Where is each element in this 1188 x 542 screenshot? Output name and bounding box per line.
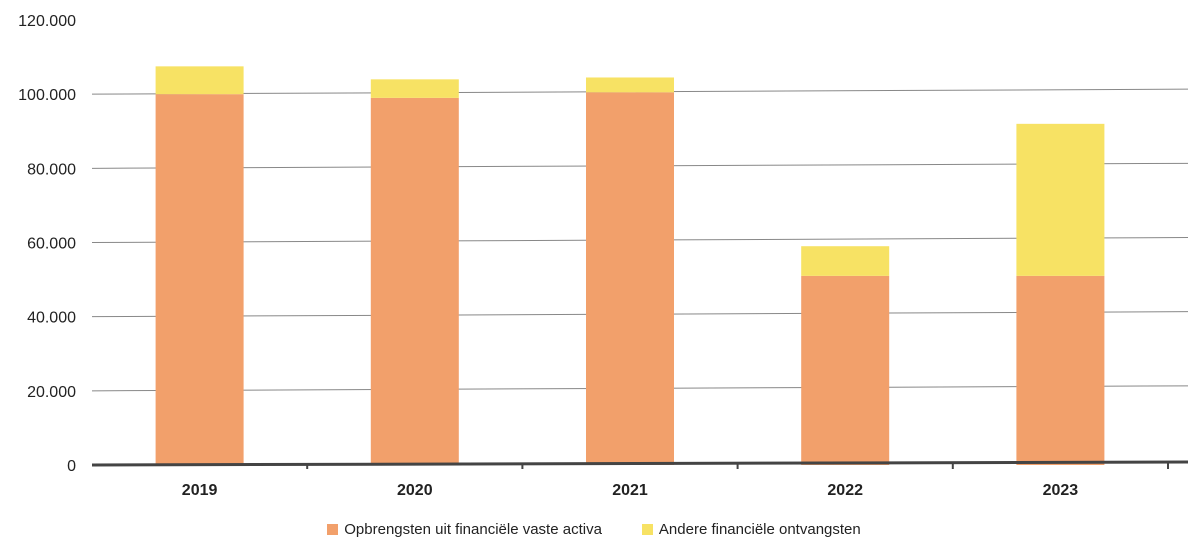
y-tick-label: 20.000	[27, 384, 76, 401]
bar-segment-andere-2020	[370, 79, 459, 98]
bar-segment-opbrengsten-2023	[1016, 275, 1105, 465]
y-tick-label: 100.000	[18, 87, 76, 104]
y-tick-label: 60.000	[27, 236, 76, 253]
bar-segment-andere-2021	[586, 77, 674, 93]
legend-swatch-andere	[641, 523, 653, 535]
stacked-bar-chart: 020.00040.00060.00080.000100.000120.000 …	[18, 13, 1188, 499]
bar-segment-opbrengsten-2019	[155, 94, 244, 466]
y-tick-label: 80.000	[27, 161, 76, 178]
legend: Opbrengsten uit financiële vaste activa …	[0, 518, 1188, 540]
x-tick-label-2022: 2022	[827, 482, 863, 499]
bars	[155, 66, 1105, 466]
legend-item-opbrengsten: Opbrengsten uit financiële vaste activa	[327, 518, 602, 540]
y-axis-ticks: 0 20.000 40.000 60.000 80.000 100.000 120.000	[18, 13, 76, 475]
x-tick-label-2019: 2019	[182, 482, 218, 499]
y-tick-label: 120.000	[18, 13, 76, 30]
bar-segment-andere-2019	[155, 66, 244, 95]
bar-segment-andere-2023	[1016, 123, 1105, 276]
x-axis-line	[91, 460, 1188, 467]
legend-item-andere: Andere financiële ontvangsten	[641, 518, 861, 540]
x-axis-ticks: 2019 2020 2021 2022 2023	[182, 463, 1169, 499]
bar-segment-opbrengsten-2020	[370, 97, 459, 465]
y-tick-label: 0	[67, 458, 76, 475]
x-tick-label-2023: 2023	[1043, 482, 1079, 499]
bar-segment-opbrengsten-2022	[801, 275, 890, 465]
x-tick-label-2021: 2021	[612, 482, 648, 499]
bar-segment-andere-2022	[801, 246, 890, 276]
legend-swatch-opbrengsten	[327, 523, 339, 535]
y-tick-label: 40.000	[27, 310, 76, 327]
legend-label-andere: Andere financiële ontvangsten	[658, 520, 861, 538]
bar-segment-opbrengsten-2021	[586, 92, 674, 465]
legend-label-opbrengsten: Opbrengsten uit financiële vaste activa	[344, 520, 602, 538]
x-tick-label-2020: 2020	[397, 482, 433, 499]
